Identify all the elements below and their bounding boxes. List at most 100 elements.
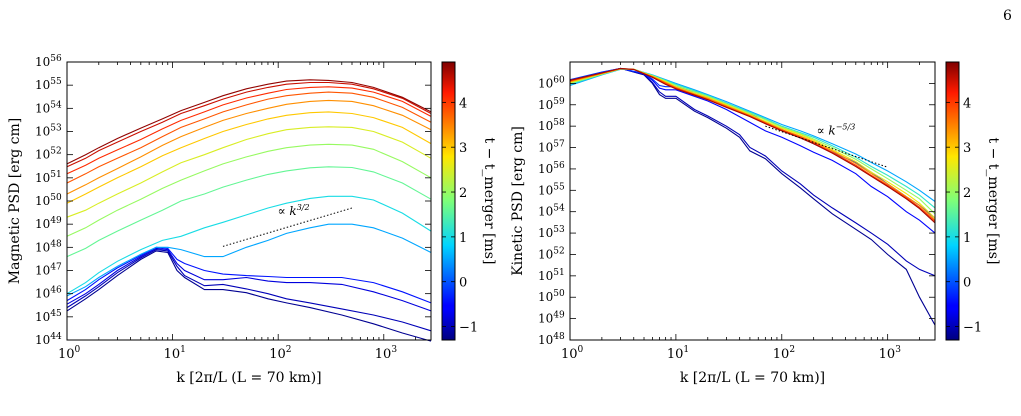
y-tick-label: 1057 xyxy=(538,140,565,155)
series-line-13 xyxy=(66,81,432,168)
series-line-12 xyxy=(66,86,432,175)
x-tick-label: 101 xyxy=(667,345,689,362)
y-tick-label: 1056 xyxy=(35,54,62,69)
series-line-6 xyxy=(66,166,432,258)
colorbar-tick-label: −1 xyxy=(963,321,982,336)
series-line-1 xyxy=(569,67,936,277)
colorbar xyxy=(945,61,960,341)
y-tick-label: 1046 xyxy=(35,286,62,301)
slope-annotation-exponent: 3/2 xyxy=(297,203,310,212)
y-tick-label: 1050 xyxy=(538,289,565,304)
y-tick-exponent: 48 xyxy=(50,239,62,249)
y-tick-exponent: 58 xyxy=(553,118,565,128)
x-tick-label: 102 xyxy=(269,345,291,362)
series-line-3 xyxy=(66,246,432,304)
y-tick-label: 1045 xyxy=(35,309,62,324)
y-tick-label: 1051 xyxy=(538,268,565,283)
plot-frame xyxy=(569,61,936,341)
y-tick-label: 1048 xyxy=(538,332,565,347)
y-tick-exponent: 56 xyxy=(50,54,62,64)
colorbar-tick-label: 1 xyxy=(459,231,467,246)
x-tick-exponent: 0 xyxy=(578,345,584,355)
y-tick-exponent: 51 xyxy=(553,268,564,278)
series-line-14 xyxy=(66,79,432,165)
slope-annotation: ∝ k−5/3 xyxy=(817,123,856,138)
x-tick-label: 103 xyxy=(879,345,902,362)
y-tick-exponent: 51 xyxy=(50,170,61,180)
x-tick-exponent: 3 xyxy=(391,345,397,355)
x-tick-exponent: 1 xyxy=(683,345,689,355)
x-tick-label: 101 xyxy=(164,345,186,362)
y-tick-label: 1060 xyxy=(538,75,565,90)
y-tick-label: 1053 xyxy=(35,124,62,139)
x-tick-label: 100 xyxy=(58,345,81,362)
series-line-2 xyxy=(569,67,936,234)
y-tick-label: 1051 xyxy=(35,170,62,185)
colorbar-tick-label: 1 xyxy=(963,231,971,246)
y-tick-label: 1059 xyxy=(538,97,565,112)
y-tick-exponent: 56 xyxy=(553,161,565,171)
series-line-3 xyxy=(569,67,936,219)
y-tick-exponent: 55 xyxy=(50,77,62,87)
series-line-0 xyxy=(569,67,936,326)
series-line-9 xyxy=(569,68,936,222)
x-axis-label: k [2π/L (L = 70 km)] xyxy=(176,370,321,386)
x-tick-exponent: 2 xyxy=(286,345,292,355)
y-tick-label: 1055 xyxy=(35,77,62,92)
y-tick-label: 1055 xyxy=(538,182,565,197)
series-line-1 xyxy=(66,249,432,332)
x-tick-label: 100 xyxy=(561,345,584,362)
colorbar-tick-label: 0 xyxy=(963,276,971,291)
y-tick-exponent: 49 xyxy=(553,311,565,321)
y-tick-exponent: 47 xyxy=(50,263,62,273)
series-group xyxy=(569,67,936,326)
series-line-8 xyxy=(569,68,936,221)
x-tick-exponent: 1 xyxy=(180,345,186,355)
y-tick-exponent: 53 xyxy=(50,124,62,134)
y-tick-exponent: 46 xyxy=(50,286,62,296)
y-tick-exponent: 57 xyxy=(553,140,565,150)
y-tick-exponent: 49 xyxy=(50,216,62,226)
x-tick-exponent: 0 xyxy=(75,345,81,355)
y-tick-label: 1052 xyxy=(35,147,62,162)
colorbar-tick-label: 3 xyxy=(963,141,971,156)
y-tick-label: 1054 xyxy=(538,204,565,219)
colorbar xyxy=(441,61,456,341)
y-tick-label: 1053 xyxy=(538,225,565,240)
series-line-4 xyxy=(66,223,432,297)
colorbar-tick-label: 3 xyxy=(459,141,467,156)
slope-annotation: ∝ k3/2 xyxy=(277,203,309,218)
y-tick-label: 1054 xyxy=(35,100,62,115)
colorbar-tick-label: 2 xyxy=(963,186,971,201)
series-line-0 xyxy=(66,250,432,342)
y-tick-exponent: 50 xyxy=(50,193,62,203)
y-tick-exponent: 45 xyxy=(50,309,62,319)
y-tick-exponent: 60 xyxy=(553,75,565,85)
colorbar-label: t − t_merger [ms] xyxy=(985,138,1001,265)
series-line-5 xyxy=(569,68,936,209)
series-group xyxy=(66,79,432,342)
colorbar-tick-label: −1 xyxy=(459,321,478,336)
y-axis-label: Kinetic PSD [erg cm] xyxy=(510,126,526,276)
y-tick-exponent: 53 xyxy=(553,225,565,235)
series-line-7 xyxy=(569,68,936,219)
y-tick-label: 1056 xyxy=(538,161,565,176)
slope-annotation-exponent: −5/3 xyxy=(836,123,856,132)
y-tick-exponent: 44 xyxy=(50,332,62,342)
colorbar-tick-label: 4 xyxy=(459,96,467,111)
x-tick-label: 102 xyxy=(773,345,795,362)
y-tick-exponent: 52 xyxy=(50,147,61,157)
colorbar-tick-label: 2 xyxy=(459,186,467,201)
y-tick-label: 1049 xyxy=(35,216,62,231)
y-tick-label: 1052 xyxy=(538,246,565,261)
y-tick-exponent: 48 xyxy=(553,332,565,342)
series-line-5 xyxy=(66,195,432,295)
colorbar-tick-label: 4 xyxy=(963,96,971,111)
y-tick-label: 1047 xyxy=(35,263,62,278)
colorbar-tick-label: 0 xyxy=(459,276,467,291)
y-tick-label: 1049 xyxy=(538,311,565,326)
series-line-7 xyxy=(66,143,432,237)
